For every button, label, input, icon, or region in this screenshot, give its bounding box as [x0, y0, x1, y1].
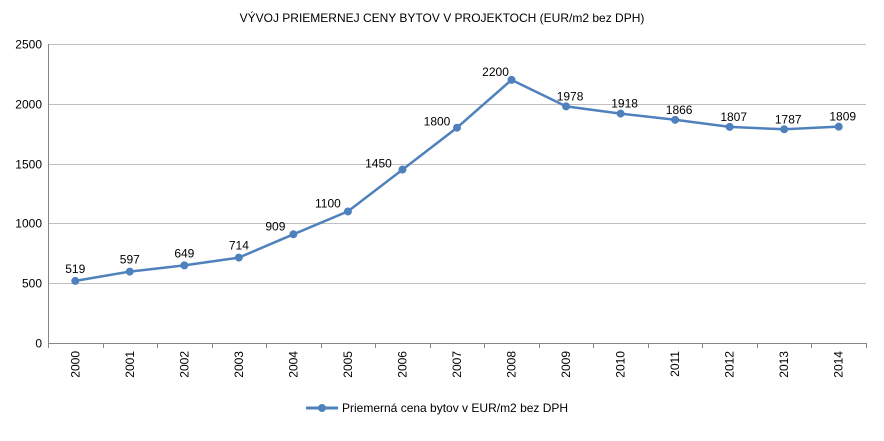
x-tick-label: 2012: [723, 351, 737, 378]
data-label: 1100: [315, 196, 341, 210]
data-point: [343, 207, 352, 216]
y-tick-label: 500: [22, 277, 42, 291]
data-label: 1809: [829, 110, 856, 124]
x-tick-label: 2003: [232, 351, 246, 378]
x-tick-label: 2002: [177, 351, 191, 378]
x-tick-label: 2006: [395, 351, 409, 378]
data-label: 597: [120, 253, 140, 267]
data-point: [616, 109, 625, 118]
x-tick-label: 2004: [286, 351, 300, 378]
y-axis: 0 500 1000 1500 2000 2500: [15, 38, 49, 351]
data-label: 519: [65, 262, 85, 276]
x-tick-label: 2011: [668, 351, 682, 377]
data-label: 1918: [611, 97, 638, 111]
data-label: 1866: [666, 103, 693, 117]
data-point: [780, 125, 789, 134]
x-tick-label: 2001: [123, 351, 137, 378]
x-tick-label: 2009: [559, 351, 573, 378]
series-layer: [71, 75, 843, 285]
data-label: 2200: [482, 65, 509, 79]
y-tick-label: 0: [35, 337, 42, 351]
data-labels: 519 597 649 714 909 1100 1450 1800 2200 1978 1918 1…: [65, 65, 856, 276]
y-tick-label: 1500: [15, 158, 42, 172]
data-label: 1800: [424, 115, 451, 129]
gridlines: [48, 44, 866, 344]
x-tick-label: 2008: [505, 351, 519, 378]
x-axis: 2000 2001 2002 2003 2004 2005 2006 2007 2008 2009…: [48, 343, 867, 378]
x-tick-label: 2013: [777, 351, 791, 378]
y-tick-label: 2500: [15, 38, 42, 52]
legend: Priemerná cena bytov v EUR/m2 bez DPH: [306, 401, 568, 415]
x-tick-label: 2005: [341, 351, 355, 378]
data-point: [234, 253, 243, 262]
data-label: 1978: [557, 89, 584, 103]
data-label: 649: [174, 246, 194, 260]
data-label: 714: [229, 239, 249, 253]
data-point: [562, 102, 571, 111]
data-point: [507, 75, 516, 84]
data-point: [725, 122, 734, 131]
data-point: [834, 122, 843, 131]
x-tick-label: 2014: [832, 351, 846, 378]
legend-label: Priemerná cena bytov v EUR/m2 bez DPH: [342, 401, 568, 415]
chart-title: VÝVOJ PRIEMERNEJ CENY BYTOV V PROJEKTOCH…: [240, 10, 645, 25]
x-tick-label: 2007: [450, 351, 464, 378]
y-tick-label: 1000: [15, 217, 42, 231]
data-point: [289, 230, 298, 239]
data-point: [125, 267, 134, 276]
legend-dot-marker: [318, 404, 326, 412]
x-tick-label: 2000: [68, 351, 82, 378]
x-tick-label: 2010: [614, 351, 628, 378]
data-label: 1787: [775, 112, 802, 126]
data-label: 909: [265, 219, 285, 233]
data-point: [71, 276, 80, 285]
y-tick-label: 2000: [15, 98, 42, 112]
data-point: [671, 115, 680, 124]
data-label: 1807: [720, 110, 747, 124]
data-point: [453, 123, 461, 132]
data-label: 1450: [365, 157, 392, 171]
data-point: [398, 165, 407, 174]
data-point: [180, 261, 189, 270]
